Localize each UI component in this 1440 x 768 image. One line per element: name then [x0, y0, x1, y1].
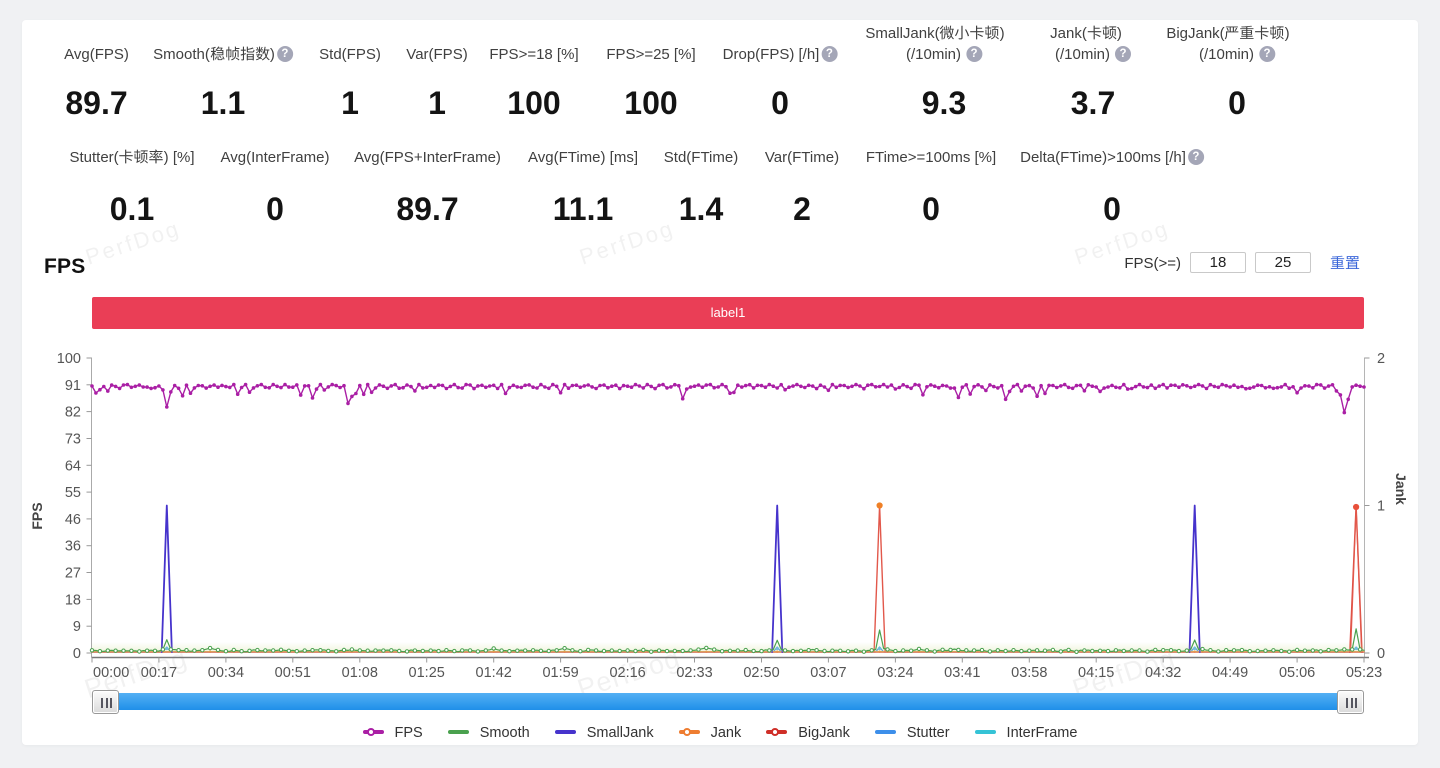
svg-text:18: 18	[65, 592, 81, 608]
svg-text:04:49: 04:49	[1212, 665, 1248, 681]
svg-text:82: 82	[65, 405, 81, 421]
svg-text:03:07: 03:07	[810, 665, 846, 681]
svg-text:04:15: 04:15	[1078, 665, 1114, 681]
svg-text:03:58: 03:58	[1011, 665, 1047, 681]
svg-text:9: 9	[73, 619, 81, 635]
svg-text:00:17: 00:17	[141, 665, 177, 681]
svg-text:2: 2	[1377, 351, 1385, 367]
svg-text:100: 100	[57, 351, 81, 367]
svg-text:00:00: 00:00	[93, 665, 129, 681]
svg-text:04:32: 04:32	[1145, 665, 1181, 681]
svg-text:01:25: 01:25	[409, 665, 445, 681]
svg-text:0: 0	[73, 646, 81, 662]
svg-text:Jank: Jank	[1393, 473, 1409, 505]
svg-text:01:59: 01:59	[542, 665, 578, 681]
svg-text:02:50: 02:50	[743, 665, 779, 681]
svg-text:02:16: 02:16	[609, 665, 645, 681]
svg-text:FPS: FPS	[29, 502, 45, 529]
svg-text:03:41: 03:41	[944, 665, 980, 681]
svg-text:36: 36	[65, 539, 81, 555]
svg-text:1: 1	[1377, 499, 1385, 515]
svg-text:91: 91	[65, 378, 81, 394]
svg-text:01:42: 01:42	[476, 665, 512, 681]
svg-text:27: 27	[65, 566, 81, 582]
svg-text:64: 64	[65, 458, 81, 474]
svg-text:55: 55	[65, 485, 81, 501]
svg-text:73: 73	[65, 432, 81, 448]
svg-text:0: 0	[1377, 646, 1385, 662]
svg-text:05:23: 05:23	[1346, 665, 1382, 681]
svg-text:05:06: 05:06	[1279, 665, 1315, 681]
svg-text:00:34: 00:34	[208, 665, 244, 681]
svg-text:02:33: 02:33	[676, 665, 712, 681]
svg-text:00:51: 00:51	[275, 665, 311, 681]
svg-text:46: 46	[65, 512, 81, 528]
svg-text:01:08: 01:08	[342, 665, 378, 681]
svg-text:03:24: 03:24	[877, 665, 913, 681]
